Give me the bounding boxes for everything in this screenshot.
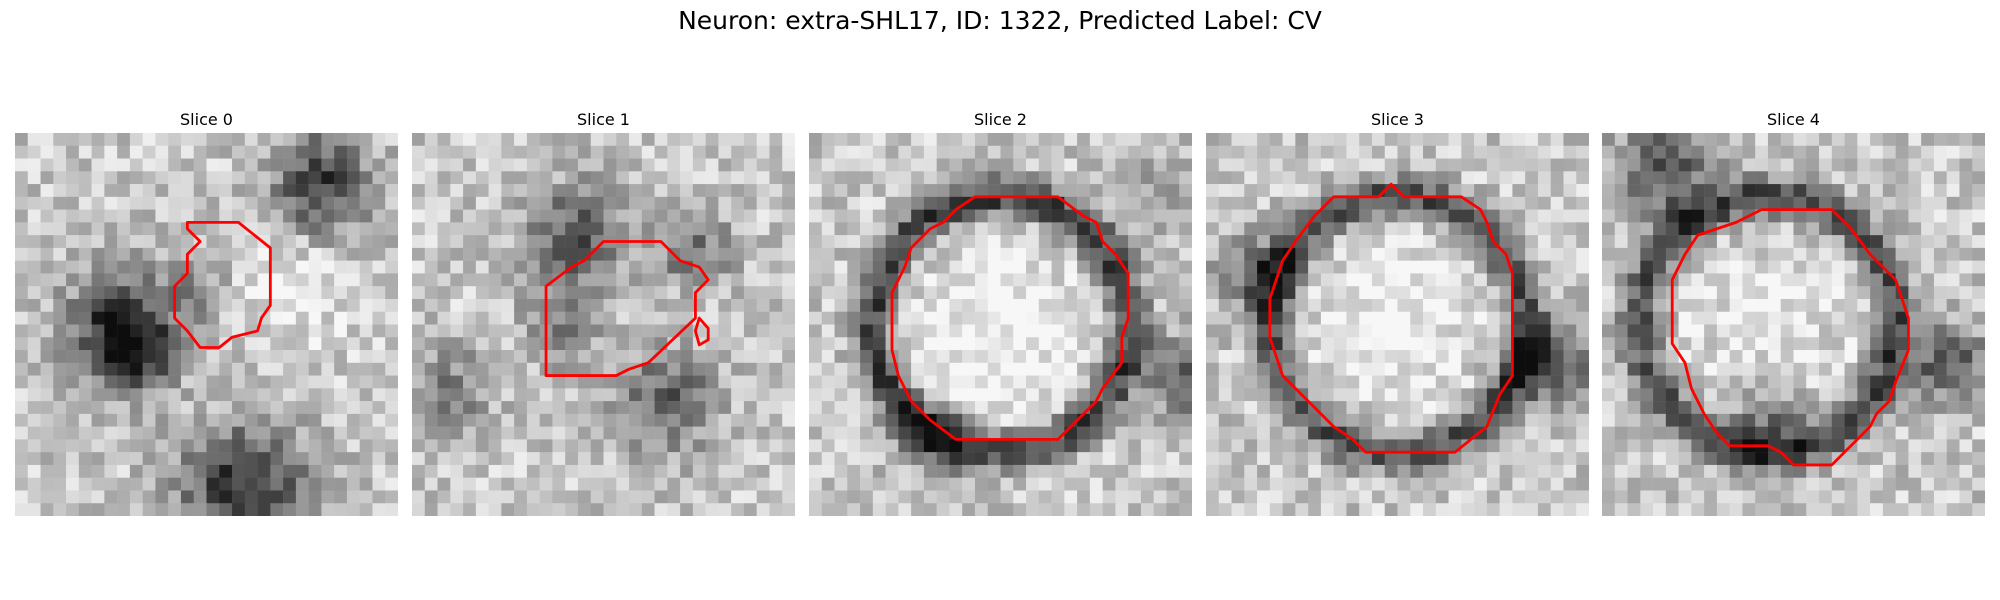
slice-panel-2: Slice 2 xyxy=(809,107,1192,516)
slice-title: Slice 0 xyxy=(180,110,233,129)
slice-title: Slice 2 xyxy=(974,110,1027,129)
slice-image xyxy=(1602,133,1985,516)
roi-contour xyxy=(173,220,272,349)
slice-image xyxy=(15,133,398,516)
slice-title: Slice 1 xyxy=(577,110,630,129)
figure-title: Neuron: extra-SHL17, ID: 1322, Predicted… xyxy=(678,6,1322,35)
roi-contour xyxy=(544,240,710,377)
slice-image xyxy=(809,133,1192,516)
slice-panel-1: Slice 1 xyxy=(412,107,795,516)
roi-contour xyxy=(1670,208,1910,467)
roi-contour xyxy=(1268,182,1514,454)
slice-panel-3: Slice 3 xyxy=(1206,107,1589,516)
slice-title: Slice 4 xyxy=(1767,110,1820,129)
slice-panel-0: Slice 0 xyxy=(15,107,398,516)
slice-image xyxy=(412,133,795,516)
slice-panel-4: Slice 4 xyxy=(1602,107,1985,516)
roi-contour xyxy=(890,195,1130,441)
slice-image xyxy=(1206,133,1589,516)
slice-title: Slice 3 xyxy=(1371,110,1424,129)
